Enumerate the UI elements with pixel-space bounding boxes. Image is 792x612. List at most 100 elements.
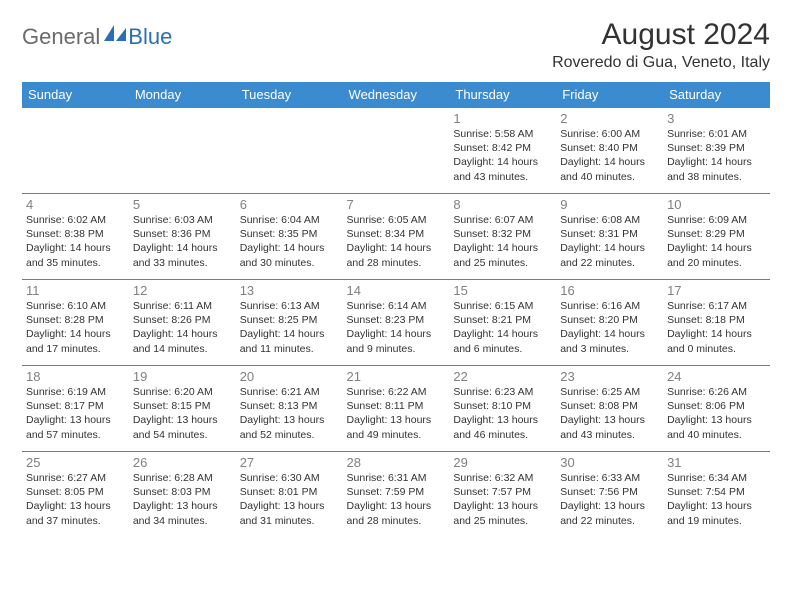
month-title: August 2024 <box>552 18 770 52</box>
sunset-text: Sunset: 8:23 PM <box>347 313 446 327</box>
daylight-text: Daylight: 13 hours and 37 minutes. <box>26 499 125 527</box>
daylight-text: Daylight: 13 hours and 40 minutes. <box>667 413 766 441</box>
sunrise-text: Sunrise: 6:17 AM <box>667 299 766 313</box>
weekday-header: Saturday <box>663 82 770 108</box>
day-info: Sunrise: 6:20 AMSunset: 8:15 PMDaylight:… <box>133 385 232 442</box>
sunset-text: Sunset: 8:06 PM <box>667 399 766 413</box>
calendar-cell: 5Sunrise: 6:03 AMSunset: 8:36 PMDaylight… <box>129 194 236 280</box>
sunset-text: Sunset: 8:29 PM <box>667 227 766 241</box>
sunset-text: Sunset: 8:15 PM <box>133 399 232 413</box>
day-info: Sunrise: 6:19 AMSunset: 8:17 PMDaylight:… <box>26 385 125 442</box>
weekday-header: Friday <box>556 82 663 108</box>
calendar-cell: 20Sunrise: 6:21 AMSunset: 8:13 PMDayligh… <box>236 366 343 452</box>
weekday-header: Sunday <box>22 82 129 108</box>
weekday-header: Wednesday <box>343 82 450 108</box>
sunset-text: Sunset: 8:20 PM <box>560 313 659 327</box>
sunrise-text: Sunrise: 6:20 AM <box>133 385 232 399</box>
calendar-cell: 18Sunrise: 6:19 AMSunset: 8:17 PMDayligh… <box>22 366 129 452</box>
sunrise-text: Sunrise: 6:27 AM <box>26 471 125 485</box>
calendar-cell: 21Sunrise: 6:22 AMSunset: 8:11 PMDayligh… <box>343 366 450 452</box>
daylight-text: Daylight: 14 hours and 6 minutes. <box>453 327 552 355</box>
day-number: 4 <box>26 197 125 212</box>
sunrise-text: Sunrise: 6:23 AM <box>453 385 552 399</box>
sunrise-text: Sunrise: 6:21 AM <box>240 385 339 399</box>
sunset-text: Sunset: 8:08 PM <box>560 399 659 413</box>
day-number: 5 <box>133 197 232 212</box>
sunset-text: Sunset: 8:25 PM <box>240 313 339 327</box>
calendar-cell: 22Sunrise: 6:23 AMSunset: 8:10 PMDayligh… <box>449 366 556 452</box>
day-number: 28 <box>347 455 446 470</box>
daylight-text: Daylight: 14 hours and 33 minutes. <box>133 241 232 269</box>
day-number: 2 <box>560 111 659 126</box>
sunrise-text: Sunrise: 6:32 AM <box>453 471 552 485</box>
daylight-text: Daylight: 14 hours and 9 minutes. <box>347 327 446 355</box>
daylight-text: Daylight: 13 hours and 28 minutes. <box>347 499 446 527</box>
day-info: Sunrise: 6:34 AMSunset: 7:54 PMDaylight:… <box>667 471 766 528</box>
calendar-cell: 31Sunrise: 6:34 AMSunset: 7:54 PMDayligh… <box>663 452 770 538</box>
sunset-text: Sunset: 8:03 PM <box>133 485 232 499</box>
sunrise-text: Sunrise: 6:16 AM <box>560 299 659 313</box>
day-number: 16 <box>560 283 659 298</box>
sunrise-text: Sunrise: 6:34 AM <box>667 471 766 485</box>
calendar-table: SundayMondayTuesdayWednesdayThursdayFrid… <box>22 82 770 538</box>
sunset-text: Sunset: 8:17 PM <box>26 399 125 413</box>
day-info: Sunrise: 6:32 AMSunset: 7:57 PMDaylight:… <box>453 471 552 528</box>
calendar-header-row: SundayMondayTuesdayWednesdayThursdayFrid… <box>22 82 770 108</box>
day-info: Sunrise: 6:08 AMSunset: 8:31 PMDaylight:… <box>560 213 659 270</box>
sunset-text: Sunset: 8:26 PM <box>133 313 232 327</box>
day-number: 3 <box>667 111 766 126</box>
calendar-cell: 4Sunrise: 6:02 AMSunset: 8:38 PMDaylight… <box>22 194 129 280</box>
sunrise-text: Sunrise: 6:19 AM <box>26 385 125 399</box>
calendar-cell: 15Sunrise: 6:15 AMSunset: 8:21 PMDayligh… <box>449 280 556 366</box>
day-info: Sunrise: 6:25 AMSunset: 8:08 PMDaylight:… <box>560 385 659 442</box>
sunset-text: Sunset: 8:10 PM <box>453 399 552 413</box>
weekday-header: Thursday <box>449 82 556 108</box>
calendar-cell <box>343 108 450 194</box>
calendar-cell: 27Sunrise: 6:30 AMSunset: 8:01 PMDayligh… <box>236 452 343 538</box>
logo-text-blue: Blue <box>128 24 172 50</box>
logo-sail-icon <box>104 25 126 41</box>
daylight-text: Daylight: 14 hours and 20 minutes. <box>667 241 766 269</box>
logo-text-general: General <box>22 24 100 50</box>
day-number: 6 <box>240 197 339 212</box>
calendar-cell <box>129 108 236 194</box>
day-info: Sunrise: 6:22 AMSunset: 8:11 PMDaylight:… <box>347 385 446 442</box>
calendar-week: 1Sunrise: 5:58 AMSunset: 8:42 PMDaylight… <box>22 108 770 194</box>
daylight-text: Daylight: 14 hours and 11 minutes. <box>240 327 339 355</box>
sunrise-text: Sunrise: 6:15 AM <box>453 299 552 313</box>
sunset-text: Sunset: 8:28 PM <box>26 313 125 327</box>
day-info: Sunrise: 6:16 AMSunset: 8:20 PMDaylight:… <box>560 299 659 356</box>
sunrise-text: Sunrise: 6:26 AM <box>667 385 766 399</box>
day-info: Sunrise: 6:04 AMSunset: 8:35 PMDaylight:… <box>240 213 339 270</box>
calendar-cell: 19Sunrise: 6:20 AMSunset: 8:15 PMDayligh… <box>129 366 236 452</box>
day-info: Sunrise: 6:15 AMSunset: 8:21 PMDaylight:… <box>453 299 552 356</box>
day-info: Sunrise: 6:27 AMSunset: 8:05 PMDaylight:… <box>26 471 125 528</box>
daylight-text: Daylight: 13 hours and 43 minutes. <box>560 413 659 441</box>
sunrise-text: Sunrise: 6:10 AM <box>26 299 125 313</box>
sunset-text: Sunset: 8:18 PM <box>667 313 766 327</box>
calendar-cell: 1Sunrise: 5:58 AMSunset: 8:42 PMDaylight… <box>449 108 556 194</box>
day-number: 26 <box>133 455 232 470</box>
day-number: 27 <box>240 455 339 470</box>
day-number: 13 <box>240 283 339 298</box>
sunrise-text: Sunrise: 6:33 AM <box>560 471 659 485</box>
sunrise-text: Sunrise: 6:08 AM <box>560 213 659 227</box>
day-info: Sunrise: 6:13 AMSunset: 8:25 PMDaylight:… <box>240 299 339 356</box>
calendar-cell: 23Sunrise: 6:25 AMSunset: 8:08 PMDayligh… <box>556 366 663 452</box>
weekday-header: Tuesday <box>236 82 343 108</box>
calendar-cell: 13Sunrise: 6:13 AMSunset: 8:25 PMDayligh… <box>236 280 343 366</box>
calendar-week: 25Sunrise: 6:27 AMSunset: 8:05 PMDayligh… <box>22 452 770 538</box>
day-number: 11 <box>26 283 125 298</box>
calendar-cell <box>22 108 129 194</box>
sunrise-text: Sunrise: 6:31 AM <box>347 471 446 485</box>
day-info: Sunrise: 6:33 AMSunset: 7:56 PMDaylight:… <box>560 471 659 528</box>
daylight-text: Daylight: 13 hours and 22 minutes. <box>560 499 659 527</box>
daylight-text: Daylight: 14 hours and 3 minutes. <box>560 327 659 355</box>
location: Roveredo di Gua, Veneto, Italy <box>552 54 770 72</box>
day-number: 25 <box>26 455 125 470</box>
sunset-text: Sunset: 8:21 PM <box>453 313 552 327</box>
calendar-cell: 28Sunrise: 6:31 AMSunset: 7:59 PMDayligh… <box>343 452 450 538</box>
daylight-text: Daylight: 13 hours and 49 minutes. <box>347 413 446 441</box>
daylight-text: Daylight: 13 hours and 19 minutes. <box>667 499 766 527</box>
sunset-text: Sunset: 7:56 PM <box>560 485 659 499</box>
